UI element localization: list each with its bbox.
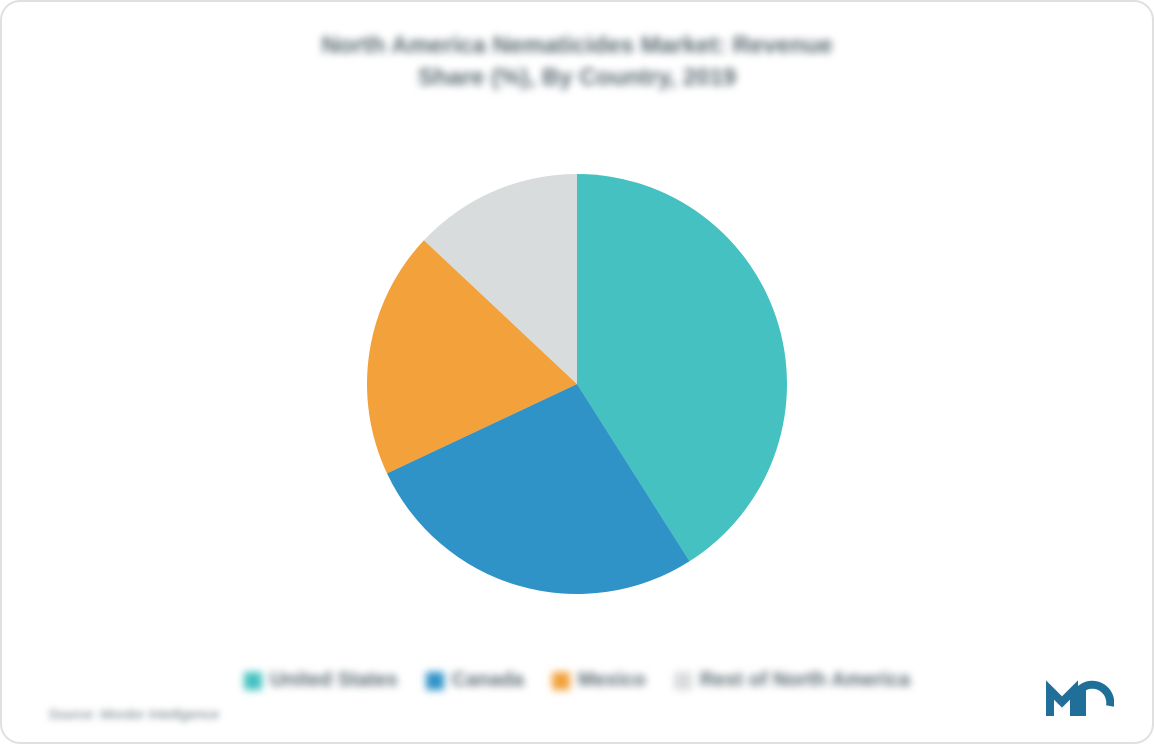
chart-title-line1: North America Nematicides Market: Revenu… [321, 30, 832, 62]
source-attribution: Source: Mordor Intelligence [48, 706, 219, 722]
legend-swatch [244, 672, 262, 690]
legend-item: Mexico [552, 669, 646, 692]
legend-label: Canada [452, 669, 524, 692]
logo-icon [1050, 685, 1110, 716]
chart-frame: North America Nematicides Market: Revenu… [0, 0, 1154, 744]
legend-swatch [426, 672, 444, 690]
legend-item: United States [244, 669, 398, 692]
legend-swatch [674, 672, 692, 690]
legend-label: Rest of North America [700, 669, 910, 692]
legend-label: Mexico [578, 669, 646, 692]
brand-logo [1044, 676, 1114, 720]
legend-item: Rest of North America [674, 669, 910, 692]
legend-swatch [552, 672, 570, 690]
legend-item: Canada [426, 669, 524, 692]
legend-label: United States [270, 669, 398, 692]
legend: United States Canada Mexico Rest of North A… [244, 669, 910, 692]
pie-chart [367, 174, 787, 594]
chart-title-line2: Share (%), By Country, 2019 [321, 62, 832, 94]
chart-title: North America Nematicides Market: Revenu… [321, 30, 832, 95]
pie-container [367, 113, 787, 655]
